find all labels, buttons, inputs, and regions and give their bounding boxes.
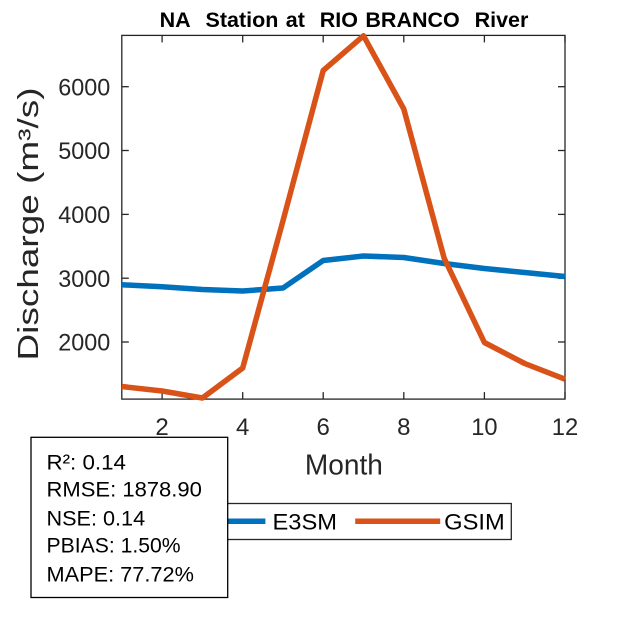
svg-text:6000: 6000 — [58, 74, 110, 101]
svg-text:12: 12 — [552, 414, 579, 441]
svg-text:E3SM: E3SM — [273, 509, 338, 534]
svg-text:2000: 2000 — [58, 330, 110, 357]
svg-text:Discharge (m³/s): Discharge (m³/s) — [12, 88, 44, 361]
svg-text:8: 8 — [397, 414, 410, 441]
svg-text:R²: 0.14: R²: 0.14 — [47, 450, 127, 474]
svg-text:RMSE: 1878.90: RMSE: 1878.90 — [47, 478, 203, 502]
svg-text:4000: 4000 — [58, 202, 110, 229]
svg-text:NSE: 0.14: NSE: 0.14 — [47, 506, 146, 530]
svg-text:Month: Month — [305, 448, 383, 480]
svg-text:5000: 5000 — [58, 138, 110, 165]
svg-text:PBIAS: 1.50%: PBIAS: 1.50% — [47, 534, 181, 558]
svg-text:MAPE: 77.72%: MAPE: 77.72% — [47, 562, 194, 586]
svg-text:10: 10 — [471, 414, 497, 441]
svg-text:2: 2 — [155, 414, 168, 441]
svg-text:NA Station at RIO BRANCO Ri: NA Station at RIO BRANCO River — [160, 8, 529, 32]
svg-text:GSIM: GSIM — [444, 509, 505, 534]
svg-text:3000: 3000 — [58, 266, 110, 293]
svg-text:6: 6 — [317, 414, 330, 441]
svg-text:4: 4 — [236, 414, 249, 441]
